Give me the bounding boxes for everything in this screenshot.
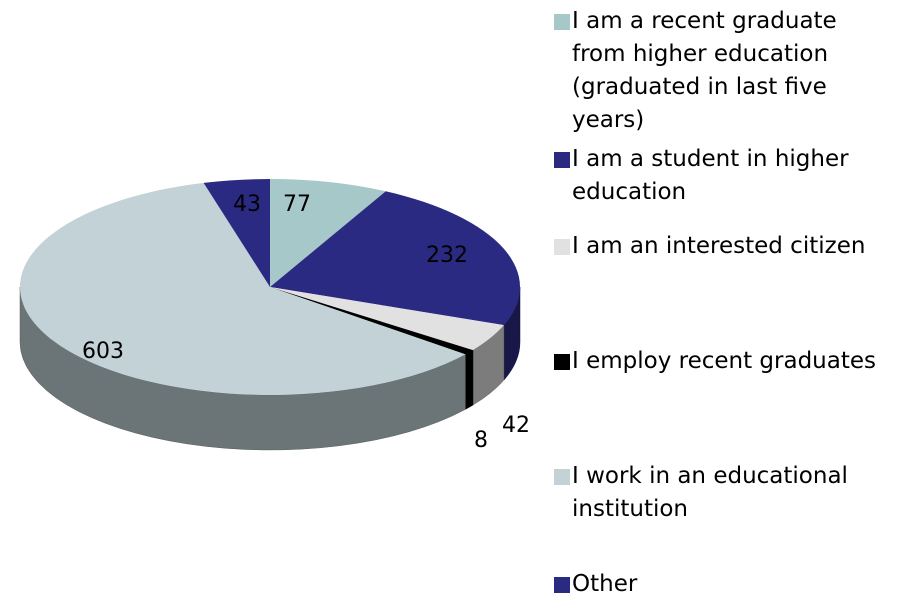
legend-item: I am a student in higher education <box>552 143 892 209</box>
pie-area: 77 232 42 8 603 43 <box>19 179 530 453</box>
legend-label: I am an interested citizen <box>572 233 866 259</box>
legend-swatch <box>554 469 570 485</box>
legend-label: I work in an educational institution <box>572 463 848 522</box>
legend-swatch <box>554 577 570 593</box>
data-label: 77 <box>283 192 311 217</box>
legend-item: I work in an educational institution <box>552 460 892 526</box>
slice <box>270 179 386 287</box>
data-label: 8 <box>474 428 488 453</box>
legend-label: I employ recent graduates <box>572 348 877 374</box>
legend-item: I am a recent graduate from higher educa… <box>552 5 892 137</box>
slice-side <box>465 349 474 410</box>
slice <box>203 179 270 287</box>
legend-item: I am an interested citizen <box>552 230 892 263</box>
legend-label: I am a recent graduate from higher educa… <box>572 8 837 133</box>
data-label: 42 <box>502 413 530 438</box>
slice <box>270 287 504 351</box>
data-label: 232 <box>426 243 468 268</box>
legend-item: I employ recent graduates <box>552 345 892 378</box>
legend-label: I am a student in higher education <box>572 146 849 205</box>
legend-swatch <box>554 152 570 168</box>
data-label: 603 <box>82 339 124 364</box>
slice <box>270 287 473 355</box>
slice <box>20 182 466 395</box>
legend-label: Other <box>572 571 638 597</box>
legend-swatch <box>554 354 570 370</box>
legend-swatch <box>554 239 570 255</box>
legend-item: Other <box>552 568 892 600</box>
legend-swatch <box>554 14 570 30</box>
slice <box>270 191 521 326</box>
data-label: 43 <box>233 192 261 217</box>
